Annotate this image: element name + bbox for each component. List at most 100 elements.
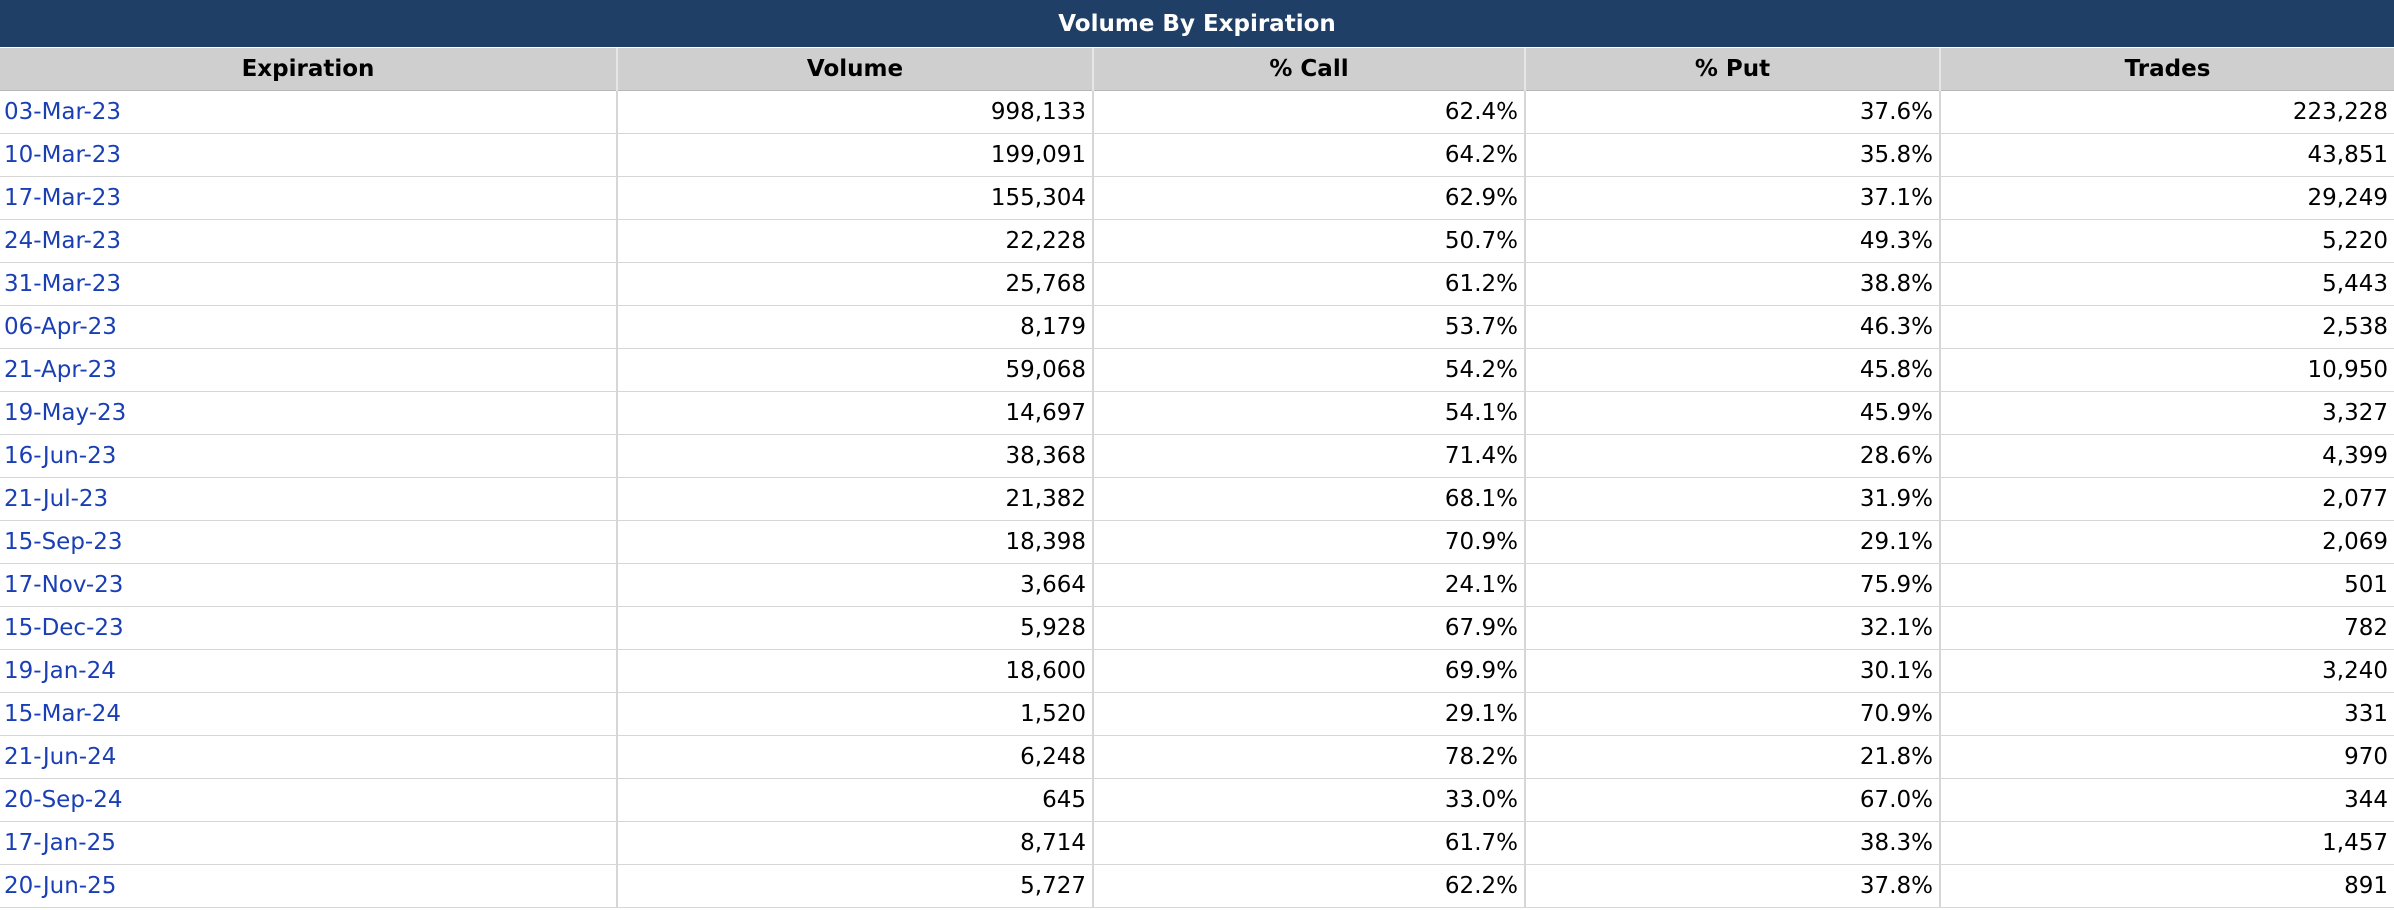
trades-cell: 331 — [1940, 692, 2394, 736]
expiration-cell: 03-Mar-23 — [0, 90, 618, 134]
trades-cell: 2,069 — [1940, 520, 2394, 564]
volume-cell: 18,600 — [617, 649, 1094, 693]
call-pct-cell: 71.4% — [1093, 434, 1526, 478]
expiration-cell: 17-Nov-23 — [0, 563, 618, 607]
expiration-cell: 16-Jun-23 — [0, 434, 618, 478]
table-row: 24-Mar-23 22,228 50.7% 49.3% 5,220 — [0, 219, 2394, 263]
expiration-link[interactable]: 20-Sep-24 — [4, 787, 123, 813]
trades-cell: 2,538 — [1940, 305, 2394, 349]
put-pct-cell: 31.9% — [1525, 477, 1941, 521]
put-pct-cell: 37.1% — [1525, 176, 1941, 220]
put-pct-cell: 30.1% — [1525, 649, 1941, 693]
expiration-cell: 17-Jan-25 — [0, 821, 618, 865]
trades-cell: 2,077 — [1940, 477, 2394, 521]
expiration-cell: 21-Jun-24 — [0, 735, 618, 779]
expiration-link[interactable]: 16-Jun-23 — [4, 443, 117, 469]
table-row: 15-Sep-23 18,398 70.9% 29.1% 2,069 — [0, 520, 2394, 564]
expiration-link[interactable]: 19-May-23 — [4, 400, 127, 426]
trades-cell: 223,228 — [1940, 90, 2394, 134]
table-row: 17-Mar-23 155,304 62.9% 37.1% 29,249 — [0, 176, 2394, 220]
trades-cell: 1,457 — [1940, 821, 2394, 865]
expiration-cell: 17-Mar-23 — [0, 176, 618, 220]
column-header-volume[interactable]: Volume — [617, 48, 1094, 91]
trades-cell: 891 — [1940, 864, 2394, 908]
expiration-cell: 19-May-23 — [0, 391, 618, 435]
put-pct-cell: 49.3% — [1525, 219, 1941, 263]
volume-cell: 6,248 — [617, 735, 1094, 779]
call-pct-cell: 33.0% — [1093, 778, 1526, 822]
expiration-link[interactable]: 21-Apr-23 — [4, 357, 117, 383]
call-pct-cell: 61.7% — [1093, 821, 1526, 865]
expiration-link[interactable]: 31-Mar-23 — [4, 271, 122, 297]
expiration-cell: 21-Apr-23 — [0, 348, 618, 392]
expiration-table: Expiration Volume % Call % Put Trades 03… — [0, 48, 2394, 908]
call-pct-cell: 24.1% — [1093, 563, 1526, 607]
trades-cell: 782 — [1940, 606, 2394, 650]
call-pct-cell: 62.9% — [1093, 176, 1526, 220]
expiration-cell: 06-Apr-23 — [0, 305, 618, 349]
put-pct-cell: 45.9% — [1525, 391, 1941, 435]
table-row: 21-Jun-24 6,248 78.2% 21.8% 970 — [0, 735, 2394, 779]
column-header-trades[interactable]: Trades — [1940, 48, 2394, 91]
expiration-link[interactable]: 17-Nov-23 — [4, 572, 124, 598]
put-pct-cell: 32.1% — [1525, 606, 1941, 650]
expiration-link[interactable]: 17-Mar-23 — [4, 185, 122, 211]
call-pct-cell: 29.1% — [1093, 692, 1526, 736]
volume-cell: 22,228 — [617, 219, 1094, 263]
volume-cell: 5,928 — [617, 606, 1094, 650]
table-row: 20-Sep-24 645 33.0% 67.0% 344 — [0, 778, 2394, 822]
expiration-link[interactable]: 15-Sep-23 — [4, 529, 123, 555]
expiration-cell: 19-Jan-24 — [0, 649, 618, 693]
expiration-link[interactable]: 21-Jun-24 — [4, 744, 117, 770]
volume-cell: 21,382 — [617, 477, 1094, 521]
expiration-link[interactable]: 15-Mar-24 — [4, 701, 122, 727]
table-row: 10-Mar-23 199,091 64.2% 35.8% 43,851 — [0, 133, 2394, 177]
table-row: 31-Mar-23 25,768 61.2% 38.8% 5,443 — [0, 262, 2394, 306]
expiration-link[interactable]: 03-Mar-23 — [4, 99, 122, 125]
expiration-link[interactable]: 20-Jun-25 — [4, 873, 117, 899]
expiration-link[interactable]: 19-Jan-24 — [4, 658, 116, 684]
table-row: 21-Jul-23 21,382 68.1% 31.9% 2,077 — [0, 477, 2394, 521]
trades-cell: 4,399 — [1940, 434, 2394, 478]
expiration-cell: 31-Mar-23 — [0, 262, 618, 306]
put-pct-cell: 46.3% — [1525, 305, 1941, 349]
volume-cell: 645 — [617, 778, 1094, 822]
trades-cell: 3,240 — [1940, 649, 2394, 693]
call-pct-cell: 62.2% — [1093, 864, 1526, 908]
expiration-link[interactable]: 06-Apr-23 — [4, 314, 117, 340]
panel-title: Volume By Expiration — [0, 0, 2394, 48]
volume-cell: 155,304 — [617, 176, 1094, 220]
trades-cell: 29,249 — [1940, 176, 2394, 220]
volume-cell: 59,068 — [617, 348, 1094, 392]
call-pct-cell: 54.2% — [1093, 348, 1526, 392]
expiration-cell: 20-Sep-24 — [0, 778, 618, 822]
trades-cell: 5,443 — [1940, 262, 2394, 306]
put-pct-cell: 38.8% — [1525, 262, 1941, 306]
call-pct-cell: 69.9% — [1093, 649, 1526, 693]
call-pct-cell: 61.2% — [1093, 262, 1526, 306]
put-pct-cell: 37.6% — [1525, 90, 1941, 134]
column-header-put-pct[interactable]: % Put — [1525, 48, 1941, 91]
expiration-link[interactable]: 24-Mar-23 — [4, 228, 122, 254]
table-header-row: Expiration Volume % Call % Put Trades — [0, 48, 2394, 91]
call-pct-cell: 62.4% — [1093, 90, 1526, 134]
table-row: 17-Jan-25 8,714 61.7% 38.3% 1,457 — [0, 821, 2394, 865]
table-row: 21-Apr-23 59,068 54.2% 45.8% 10,950 — [0, 348, 2394, 392]
column-header-call-pct[interactable]: % Call — [1093, 48, 1526, 91]
expiration-cell: 15-Dec-23 — [0, 606, 618, 650]
expiration-cell: 24-Mar-23 — [0, 219, 618, 263]
trades-cell: 10,950 — [1940, 348, 2394, 392]
table-row: 17-Nov-23 3,664 24.1% 75.9% 501 — [0, 563, 2394, 607]
volume-cell: 998,133 — [617, 90, 1094, 134]
expiration-link[interactable]: 21-Jul-23 — [4, 486, 109, 512]
call-pct-cell: 68.1% — [1093, 477, 1526, 521]
expiration-link[interactable]: 17-Jan-25 — [4, 830, 116, 856]
expiration-link[interactable]: 15-Dec-23 — [4, 615, 124, 641]
table-row: 16-Jun-23 38,368 71.4% 28.6% 4,399 — [0, 434, 2394, 478]
put-pct-cell: 29.1% — [1525, 520, 1941, 564]
call-pct-cell: 64.2% — [1093, 133, 1526, 177]
column-header-expiration[interactable]: Expiration — [0, 48, 618, 91]
put-pct-cell: 38.3% — [1525, 821, 1941, 865]
expiration-link[interactable]: 10-Mar-23 — [4, 142, 122, 168]
